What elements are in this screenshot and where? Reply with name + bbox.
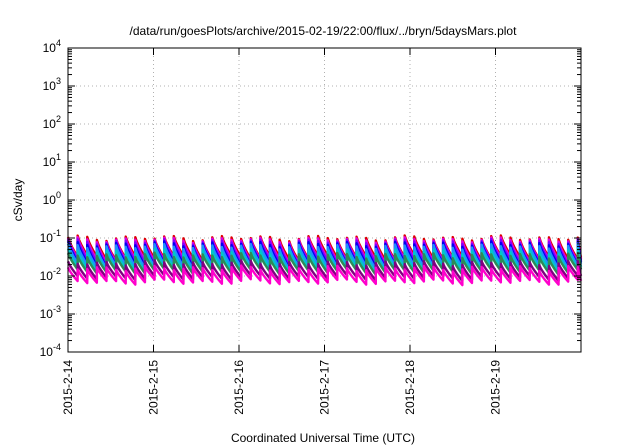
- x-axis-label: Coordinated Universal Time (UTC): [231, 431, 415, 445]
- series-line: [66, 264, 583, 287]
- y-tick-label: 103: [43, 76, 61, 93]
- y-axis-ticks: 10-4 10-3 10-2 10-1 100 101 102 103 104: [40, 38, 581, 359]
- y-tick-label: 104: [43, 38, 61, 55]
- y-tick-label: 100: [43, 190, 61, 207]
- y-tick-label: 10-4: [40, 342, 61, 359]
- x-axis-ticks: 2015-2-14 2015-2-15 2015-2-16 2015-2-17 2015…: [61, 48, 503, 415]
- y-tick-label: 10-3: [40, 304, 61, 321]
- chart-title: /data/run/goesPlots/archive/2015-02-19/2…: [130, 24, 518, 38]
- x-tick-label: 2015-2-16: [232, 360, 246, 415]
- grid-lines: [68, 48, 581, 352]
- y-tick-label: 101: [43, 152, 61, 169]
- x-tick-label: 2015-2-18: [403, 360, 417, 415]
- y-axis-label: cSv/day: [11, 179, 25, 222]
- x-tick-label: 2015-2-14: [61, 360, 75, 415]
- data-series: [66, 234, 583, 287]
- x-tick-label: 2015-2-19: [489, 360, 503, 415]
- x-tick-label: 2015-2-15: [147, 360, 161, 415]
- y-tick-label: 10-2: [40, 266, 61, 283]
- x-tick-label: 2015-2-17: [318, 360, 332, 415]
- y-tick-label: 102: [43, 114, 61, 131]
- y-tick-label: 10-1: [40, 228, 61, 245]
